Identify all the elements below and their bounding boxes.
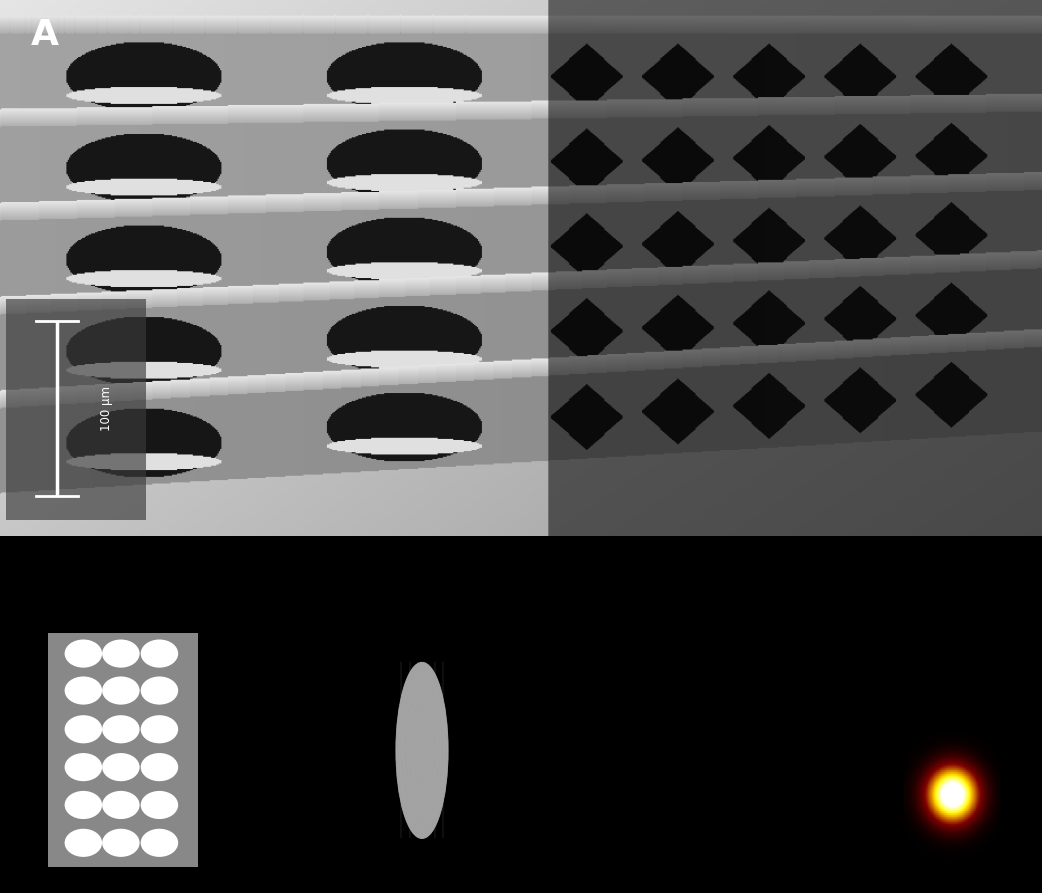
Ellipse shape	[65, 639, 102, 668]
Ellipse shape	[65, 753, 102, 781]
Ellipse shape	[141, 639, 178, 668]
Ellipse shape	[65, 677, 102, 705]
Ellipse shape	[141, 677, 178, 705]
Ellipse shape	[102, 829, 140, 857]
Text: 100 μm: 100 μm	[100, 387, 113, 431]
Ellipse shape	[102, 791, 140, 819]
Text: Far field diff. patterns: Far field diff. patterns	[713, 596, 861, 610]
Ellipse shape	[102, 639, 140, 668]
Text: A: A	[31, 18, 59, 52]
Ellipse shape	[141, 791, 178, 819]
Text: B: B	[19, 594, 46, 628]
Ellipse shape	[65, 791, 102, 819]
Ellipse shape	[141, 753, 178, 781]
Text: Lens array: Lens array	[52, 875, 125, 889]
Ellipse shape	[102, 715, 140, 743]
Text: Sample: Sample	[396, 875, 448, 889]
Ellipse shape	[396, 663, 448, 839]
Text: Pinhole mask: Pinhole mask	[288, 596, 379, 610]
Ellipse shape	[102, 677, 140, 705]
Ellipse shape	[65, 829, 102, 857]
Polygon shape	[6, 299, 146, 520]
Ellipse shape	[141, 715, 178, 743]
Polygon shape	[48, 633, 198, 866]
Ellipse shape	[141, 829, 178, 857]
Ellipse shape	[102, 753, 140, 781]
Ellipse shape	[65, 715, 102, 743]
